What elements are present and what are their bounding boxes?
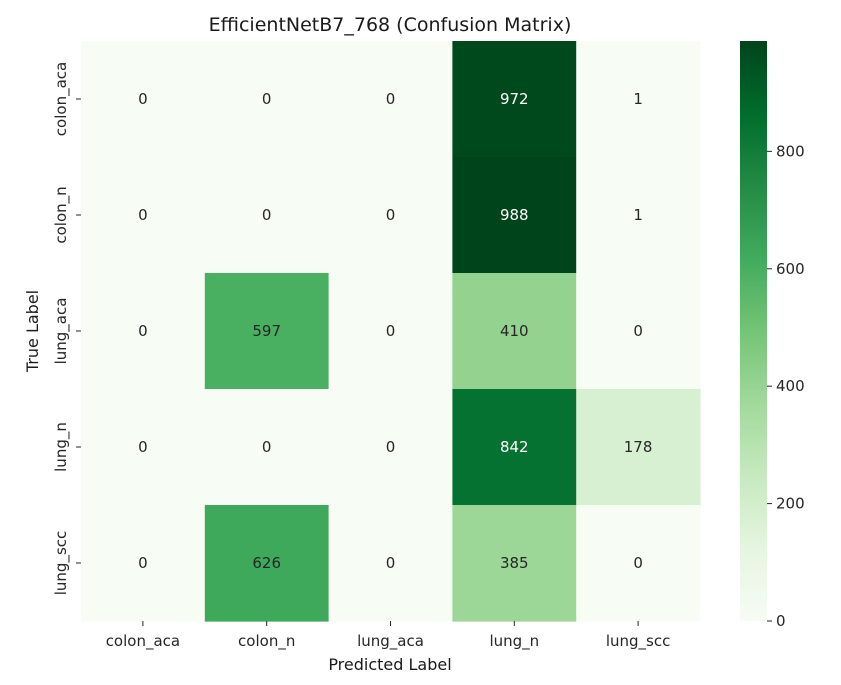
cell-value-label: 410 bbox=[500, 322, 529, 340]
heatmap-cell bbox=[452, 389, 577, 506]
colorbar-tick-label: 600 bbox=[776, 260, 805, 278]
y-tick-label: lung_n bbox=[52, 422, 71, 472]
heatmap-cell bbox=[328, 505, 453, 622]
heatmap-cell bbox=[81, 389, 206, 506]
chart-title: EfficientNetB7_768 (Confusion Matrix) bbox=[209, 14, 572, 36]
cell-value-label: 385 bbox=[500, 554, 529, 572]
colorbar-tick-label: 0 bbox=[776, 612, 786, 630]
cell-value-label: 0 bbox=[138, 554, 148, 572]
cell-value-label: 0 bbox=[138, 322, 148, 340]
cell-value-label: 0 bbox=[138, 90, 148, 108]
y-tick-label: colon_n bbox=[52, 186, 71, 243]
cell-value-label: 1 bbox=[633, 90, 643, 108]
cell-value-label: 0 bbox=[262, 206, 272, 224]
heatmap-cells bbox=[81, 41, 701, 622]
heatmap-cell bbox=[452, 41, 577, 158]
y-tick-label: lung_aca bbox=[52, 298, 71, 365]
cell-value-label: 0 bbox=[262, 90, 272, 108]
cell-value-label: 0 bbox=[386, 438, 396, 456]
cell-value-label: 0 bbox=[633, 322, 643, 340]
colorbar-ticks: 0 200 400 600 800 bbox=[767, 142, 805, 630]
heatmap-cell bbox=[328, 41, 453, 158]
heatmap-cell bbox=[204, 505, 330, 622]
cell-value-label: 0 bbox=[386, 554, 396, 572]
colorbar-tick-label: 800 bbox=[776, 142, 805, 160]
heatmap-cell bbox=[328, 389, 453, 506]
heatmap-cell bbox=[81, 505, 206, 622]
cell-value-label: 842 bbox=[500, 438, 529, 456]
heatmap-cell bbox=[452, 157, 577, 274]
heatmap-cell bbox=[81, 273, 206, 390]
cell-value-label: 626 bbox=[252, 554, 281, 572]
heatmap-cell bbox=[576, 273, 701, 390]
y-tick-label: colon_aca bbox=[52, 62, 71, 136]
heatmap-cell bbox=[81, 157, 206, 274]
y-axis-label: True Label bbox=[23, 290, 42, 373]
heatmap-cell bbox=[328, 157, 453, 274]
heatmap-cell bbox=[204, 157, 330, 274]
heatmap-cell bbox=[576, 41, 701, 158]
cell-value-label: 0 bbox=[386, 90, 396, 108]
cell-value-label: 972 bbox=[500, 90, 529, 108]
heatmap-cell bbox=[452, 273, 577, 390]
cell-value-label: 0 bbox=[138, 206, 148, 224]
heatmap-cell bbox=[576, 389, 701, 506]
heatmap-cell bbox=[204, 389, 330, 506]
heatmap-cell bbox=[204, 41, 330, 158]
x-tick-label: colon_aca bbox=[106, 632, 180, 651]
cell-value-label: 597 bbox=[252, 322, 281, 340]
cell-value-label: 988 bbox=[500, 206, 529, 224]
cell-value-label: 0 bbox=[386, 206, 396, 224]
heatmap-cell bbox=[328, 273, 453, 390]
cell-value-label: 1 bbox=[633, 206, 643, 224]
cell-value-label: 0 bbox=[633, 554, 643, 572]
heatmap-cell bbox=[81, 41, 206, 158]
heatmap-cell bbox=[576, 505, 701, 622]
x-tick-label: lung_n bbox=[489, 632, 539, 651]
cell-value-label: 178 bbox=[624, 438, 653, 456]
cell-value-label: 0 bbox=[138, 438, 148, 456]
heatmap-cell bbox=[576, 157, 701, 274]
y-tick-label: lung_scc bbox=[52, 531, 71, 596]
x-tick-label: colon_n bbox=[238, 632, 295, 651]
cell-value-label: 0 bbox=[262, 438, 272, 456]
cell-value-label: 0 bbox=[386, 322, 396, 340]
colorbar-tick-label: 400 bbox=[776, 377, 805, 395]
colorbar bbox=[740, 41, 767, 621]
heatmap-cell bbox=[204, 273, 330, 390]
x-axis-label: Predicted Label bbox=[328, 655, 451, 674]
x-tick-label: lung_aca bbox=[357, 632, 424, 651]
colorbar-tick-label: 200 bbox=[776, 495, 805, 513]
x-tick-label: lung_scc bbox=[606, 632, 671, 651]
y-axis-ticks: colon_aca colon_n lung_aca lung_n lung_scc bbox=[52, 62, 81, 595]
heatmap-cell bbox=[452, 505, 577, 622]
x-axis-ticks: colon_aca colon_n lung_aca lung_n lung_scc bbox=[106, 621, 671, 651]
heatmap-cell-labels: 0 0 0 972 1 0 0 0 988 1 0 597 0 410 0 0 0 0 842 178 0 626 0 385… bbox=[138, 90, 652, 572]
